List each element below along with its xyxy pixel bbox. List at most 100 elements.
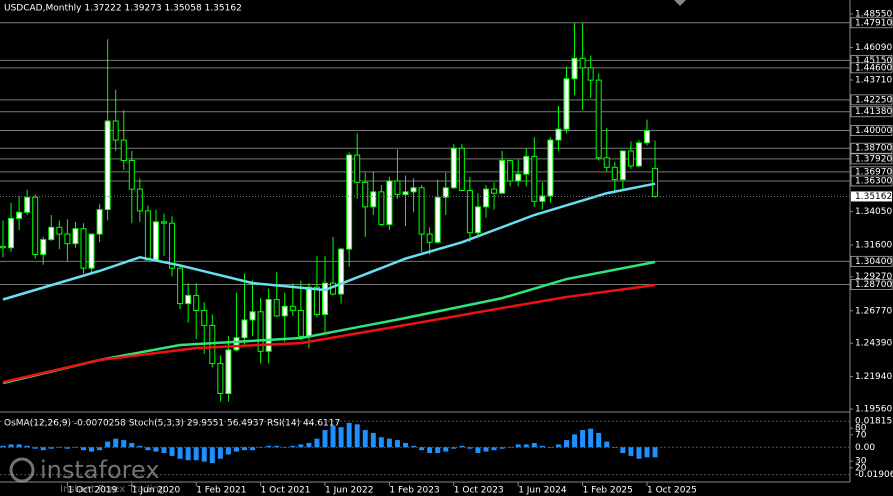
level-label: 1.47910 xyxy=(855,18,892,28)
candle-body xyxy=(273,298,280,317)
osma-bar xyxy=(16,444,22,448)
level-box xyxy=(850,175,893,187)
level-label: 1.36970 xyxy=(855,167,892,177)
level-label: 1.36300 xyxy=(855,176,892,186)
level-label: 1.30400 xyxy=(855,257,892,267)
x-tick-label: 1 Oct 2019 xyxy=(67,486,117,496)
level-label: 1.42250 xyxy=(855,95,892,105)
osma-bar xyxy=(652,447,658,458)
osma-bar xyxy=(636,447,642,459)
osma-bar xyxy=(386,438,392,448)
y2-tick-label: 30 xyxy=(855,457,867,467)
candle-body xyxy=(426,233,433,243)
osma-bar xyxy=(531,442,537,448)
candle-body xyxy=(378,191,385,226)
logo-tagline: Instant Forex Trading xyxy=(60,484,165,495)
candle-body xyxy=(595,79,602,159)
x-tick-label: 1 Jun 2020 xyxy=(132,486,181,496)
osma-bar xyxy=(338,427,344,448)
y-tick-label: -0.019060 xyxy=(855,470,893,480)
level-box xyxy=(850,125,893,136)
osma-bar xyxy=(105,441,111,448)
candle-body xyxy=(80,228,87,269)
candle-body xyxy=(635,142,642,167)
osma-bar xyxy=(121,440,127,448)
osma-bar xyxy=(588,428,594,448)
candle-body xyxy=(547,139,554,197)
x-tick-label: 1 Jun 2022 xyxy=(325,486,373,496)
candle-body xyxy=(627,150,634,167)
candle-body xyxy=(120,139,127,162)
y-tick-label: 1.24390 xyxy=(855,339,892,349)
x-tick-label: 1 Feb 2025 xyxy=(583,486,633,496)
level-label: 1.41380 xyxy=(855,107,892,117)
osma-bar xyxy=(225,447,231,455)
candle-body xyxy=(442,187,449,198)
osma-bar xyxy=(580,430,586,448)
candle-body xyxy=(88,233,95,269)
osma-bar xyxy=(346,422,352,448)
candle-body xyxy=(193,294,200,311)
candle-body xyxy=(515,173,522,182)
x-tick-label: 1 Jun 2024 xyxy=(518,486,567,496)
osma-bar xyxy=(64,447,70,449)
scroll-marker xyxy=(674,0,686,6)
osma-bar xyxy=(612,447,618,448)
level-label: 1.28700 xyxy=(855,280,892,290)
osma-bar xyxy=(564,440,569,448)
moving-average xyxy=(2,283,656,384)
osma-bar xyxy=(81,447,86,451)
candle-body xyxy=(185,294,192,305)
candle-body xyxy=(644,130,650,144)
candle-body xyxy=(499,160,506,194)
level-label: 1.38700 xyxy=(855,144,892,154)
osma-bar xyxy=(298,444,304,448)
candle-body xyxy=(281,305,288,317)
level-label: 1.37920 xyxy=(855,154,892,164)
price-label: 1.35162 xyxy=(855,192,892,202)
candle-body xyxy=(241,319,248,339)
logo-name: instaforex xyxy=(40,456,160,484)
candle-body xyxy=(434,196,441,243)
candle-body xyxy=(233,337,240,351)
y-tick-label: 1.34050 xyxy=(855,207,892,217)
osma-bar xyxy=(97,447,103,451)
level-label: 1.45150 xyxy=(855,56,892,66)
osma-bar xyxy=(40,447,46,451)
osma-bar xyxy=(539,445,545,448)
candle-body xyxy=(297,309,304,337)
osma-bar xyxy=(467,447,473,449)
candle-body xyxy=(466,189,473,234)
osma-bar xyxy=(499,447,505,449)
y-tick-label: 0.018153 xyxy=(855,417,893,427)
osma-bar xyxy=(459,445,465,448)
candle-body xyxy=(201,309,208,326)
osma-bar xyxy=(177,447,183,459)
candle-body xyxy=(104,120,111,211)
osma-bar xyxy=(153,447,159,452)
osma-bar xyxy=(113,438,119,448)
osma-bar xyxy=(193,447,199,461)
candle-body xyxy=(32,196,39,256)
candle-body xyxy=(410,187,417,193)
candle-body xyxy=(56,226,63,235)
osma-bar xyxy=(419,447,425,451)
osma-bar xyxy=(604,441,610,448)
level-label: 1.40000 xyxy=(855,126,892,136)
candle-body xyxy=(474,206,481,234)
candle-body xyxy=(386,180,393,226)
osma-bar xyxy=(411,445,417,448)
candle-body xyxy=(523,155,530,175)
y2-tick-label: 70 xyxy=(855,430,867,440)
level-box xyxy=(850,106,893,118)
osma-bar xyxy=(169,447,175,456)
y-tick-label: 1.31600 xyxy=(855,240,892,250)
candle-body xyxy=(177,267,184,305)
candle-body xyxy=(491,188,498,194)
candle-body xyxy=(48,226,55,241)
level-box xyxy=(850,142,893,154)
candle-body xyxy=(313,286,320,315)
candle-body xyxy=(152,221,159,261)
osma-bar xyxy=(596,432,602,448)
